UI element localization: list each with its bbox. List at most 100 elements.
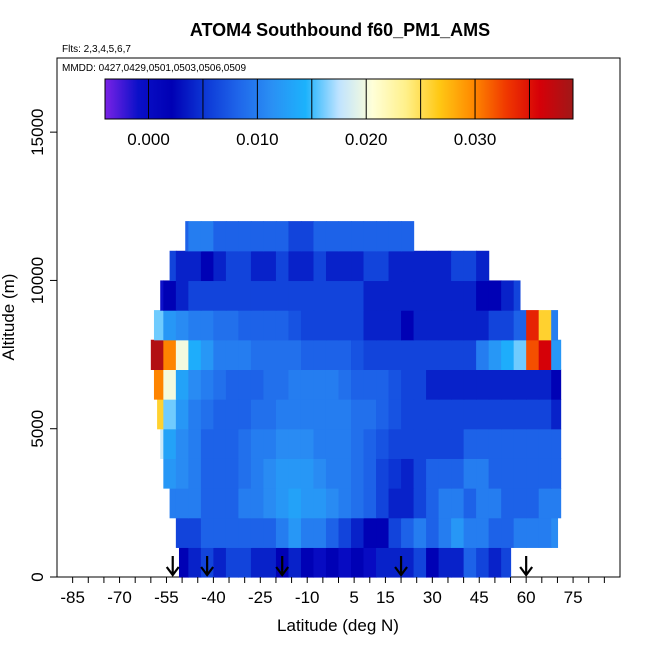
- heatmap-cell: [338, 310, 352, 341]
- heatmap-cell: [363, 458, 377, 489]
- heatmap-cell: [325, 221, 340, 252]
- flight-arrow: [394, 556, 408, 577]
- heatmap-cell: [513, 458, 527, 489]
- heatmap-cell: [338, 339, 352, 370]
- heatmap-cell: [551, 369, 562, 400]
- heatmap-cell: [238, 280, 252, 311]
- colorbar-gradient: [104, 78, 574, 120]
- heatmap-cell: [551, 339, 562, 370]
- heatmap-cell: [463, 369, 477, 400]
- heatmap-cell: [476, 369, 490, 400]
- heatmap-cell: [325, 250, 340, 282]
- heatmap-cell: [200, 517, 214, 548]
- heatmap-cell: [463, 399, 477, 430]
- heatmap-cell: [426, 399, 440, 430]
- heatmap-cell: [338, 458, 352, 489]
- x-tick-label: -25: [248, 588, 273, 607]
- heatmap-cell: [438, 399, 452, 430]
- heatmap-cell: [263, 399, 277, 430]
- heatmap-cell: [488, 547, 502, 578]
- heatmap-cell: [451, 369, 465, 400]
- heatmap-cell: [388, 488, 402, 519]
- heatmap-cell: [513, 488, 527, 519]
- heatmap-cell: [275, 488, 290, 519]
- heatmap-cell: [376, 369, 390, 400]
- flight-arrow-head: [394, 566, 408, 577]
- colorbar-tick-label: 0.010: [236, 130, 279, 149]
- heatmap-cell: [313, 458, 327, 489]
- heatmap-cell: [250, 488, 265, 519]
- heatmap-cell: [363, 339, 377, 370]
- heatmap-cell: [325, 428, 340, 459]
- heatmap-cell: [526, 399, 540, 430]
- heatmap-cell: [225, 517, 240, 548]
- heatmap-cell: [275, 428, 290, 459]
- heatmap-cell: [338, 221, 352, 252]
- heatmap-cell: [225, 280, 240, 311]
- heatmap-cell: [163, 339, 177, 370]
- flight-arrow: [165, 556, 180, 577]
- y-tick-label: 15000: [28, 109, 47, 156]
- y-tick-label: 5000: [28, 410, 47, 448]
- heatmap-cell: [526, 458, 540, 489]
- heatmap-cell: [325, 310, 340, 341]
- heatmap-cell: [376, 310, 390, 341]
- x-tick-label: 30: [423, 588, 442, 607]
- heatmap-cell: [501, 369, 515, 400]
- heatmap-cell: [401, 221, 415, 252]
- heatmap-cell: [225, 369, 240, 400]
- heatmap-cell: [488, 488, 502, 519]
- heatmap-cell: [175, 517, 189, 548]
- heatmap-cell: [413, 339, 427, 370]
- heatmap-cell: [313, 547, 327, 578]
- heatmap-cell: [476, 488, 490, 519]
- heatmap-cell: [438, 250, 452, 282]
- dates-subtitle: MMDD: 0427,0429,0501,0503,0506,0509: [62, 63, 246, 74]
- heatmap-cell: [325, 399, 340, 430]
- heatmap-cell: [188, 428, 202, 459]
- heatmap-cell: [513, 428, 527, 459]
- x-tick-label: -55: [154, 588, 179, 607]
- heatmap-cell: [185, 221, 189, 252]
- heatmap-cell: [388, 339, 402, 370]
- heatmap-cell: [238, 339, 252, 370]
- heatmap-cell: [401, 369, 415, 400]
- heatmap-cell: [526, 428, 540, 459]
- heatmap-cell: [175, 428, 189, 459]
- heatmap-cell: [263, 221, 277, 252]
- heatmap-cell: [551, 517, 559, 548]
- heatmap-cell: [213, 458, 227, 489]
- heatmap-cell: [338, 547, 352, 578]
- heatmap-cell: [551, 458, 562, 489]
- heatmap-cell: [451, 517, 465, 548]
- heatmap-cell: [250, 428, 265, 459]
- heatmap-cell: [288, 339, 302, 370]
- heatmap-cell: [413, 517, 427, 548]
- heatmap-cell: [376, 428, 390, 459]
- heatmap-cell: [513, 280, 521, 311]
- heatmap-cell: [526, 369, 540, 400]
- heatmap-cell: [363, 547, 377, 578]
- heatmap-cell: [313, 310, 327, 341]
- flight-arrow-head: [519, 566, 534, 577]
- heatmap-cell: [238, 488, 252, 519]
- heatmap-cell: [200, 428, 214, 459]
- heatmap-cell: [351, 310, 365, 341]
- x-tick-label: -85: [60, 588, 85, 607]
- heatmap-cell: [426, 547, 440, 578]
- heatmap-cell: [238, 369, 252, 400]
- heatmap-cell: [501, 310, 515, 341]
- heatmap-cell: [200, 458, 214, 489]
- heatmap-cell: [501, 399, 515, 430]
- heatmap-cell: [488, 369, 502, 400]
- heatmap-cell: [250, 458, 265, 489]
- heatmap-cell: [275, 280, 290, 311]
- heatmap-cell: [188, 310, 202, 341]
- heatmap-cell: [363, 280, 377, 311]
- heatmap-cell: [325, 369, 340, 400]
- heatmap-cell: [463, 428, 477, 459]
- heatmap-cell: [451, 428, 465, 459]
- heatmap-cell: [213, 517, 227, 548]
- heatmap-cell: [538, 488, 552, 519]
- heatmap-cell: [501, 488, 515, 519]
